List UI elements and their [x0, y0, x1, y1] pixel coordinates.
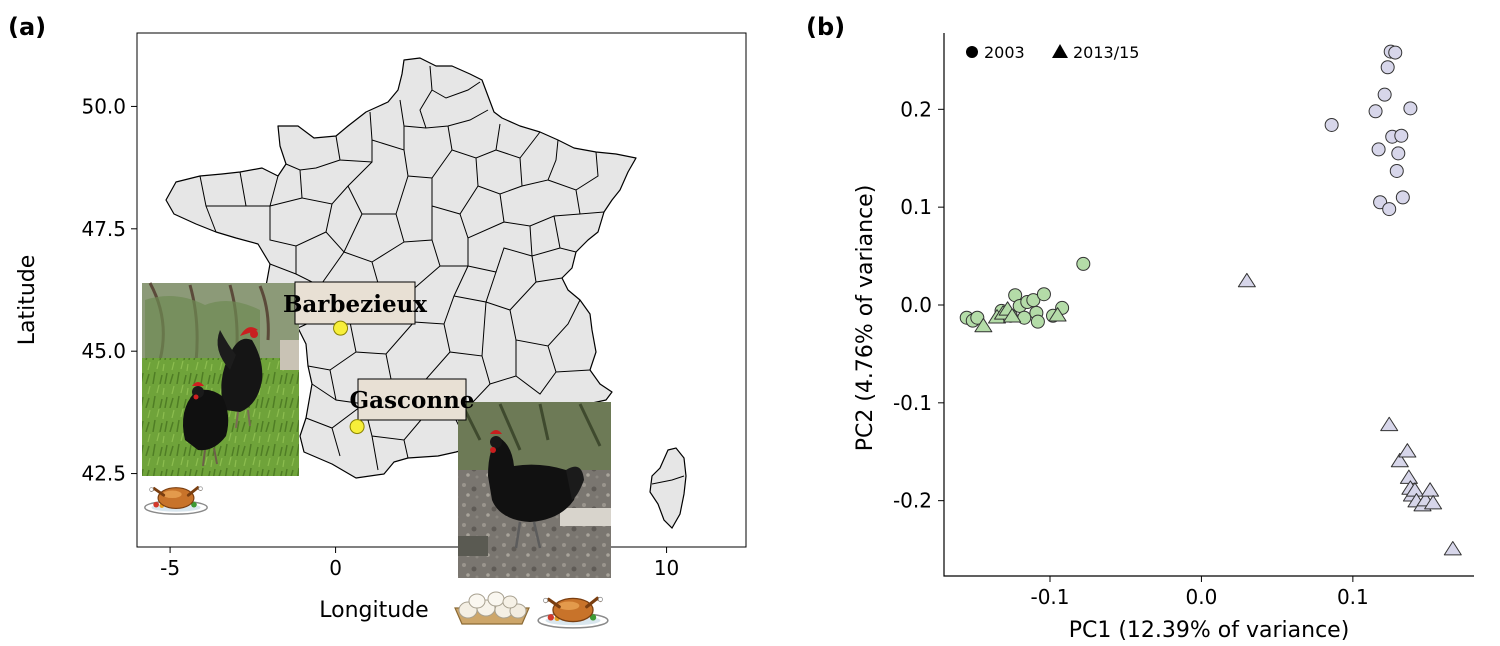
pca-y-tick-label: -0.2	[893, 489, 932, 513]
map-x-tick-label: -5	[160, 556, 180, 580]
pca-point-triangle	[974, 317, 993, 333]
corsica-border	[651, 475, 685, 485]
pca-x-tick-label: -0.1	[1030, 585, 1069, 609]
pca-y-tick-label: 0.1	[900, 195, 932, 219]
pca-point-triangle	[1380, 416, 1399, 432]
panel-a-label: (a)	[8, 13, 46, 41]
map-axes: -5051042.545.047.550.0	[81, 94, 679, 580]
pca-point-circle	[1388, 45, 1403, 60]
panel-b: (b) -0.1 0.0 0.1 -0.2 -0.1 0.0 0.1 0.2 2003 201…	[806, 13, 1474, 643]
pca-y-tick-label: 0.2	[900, 97, 932, 121]
pca-point-circle	[1395, 190, 1410, 205]
france-mainland-outline	[165, 57, 637, 479]
barbezieux-label: Barbezieux	[283, 291, 427, 318]
pca-point-circle	[1380, 60, 1395, 75]
pca-x-axis-label: PC1 (12.39% of variance)	[1069, 618, 1350, 643]
pca-point-circle	[1394, 128, 1409, 143]
pca-y-tick-label: 0.0	[900, 293, 932, 317]
pca-point-triangle	[1237, 272, 1256, 288]
pca-point-circle	[1391, 146, 1406, 161]
legend-triangle-marker	[1052, 44, 1068, 58]
site-markers	[333, 320, 365, 435]
pca-point-triangle	[1398, 443, 1417, 458]
pca-point-circle	[1389, 163, 1404, 178]
pca-x-tick-label: 0.1	[1337, 585, 1369, 609]
pca-point-triangle	[1421, 482, 1440, 497]
pca-x-tick-label: 0.0	[1186, 585, 1218, 609]
gasconne-label: Gasconne	[350, 387, 475, 414]
map-x-axis-label: Longitude	[319, 598, 428, 623]
map-y-axis-label: Latitude	[15, 255, 40, 346]
pca-point-circle	[1324, 117, 1339, 132]
gasconne-chicken-photo	[458, 402, 611, 578]
corsica-outline	[649, 447, 687, 529]
barbezieux-chicken-photo	[142, 282, 299, 476]
pca-point-circle	[1030, 314, 1045, 329]
map-y-tick-label: 45.0	[81, 339, 126, 363]
legend-label-2003: 2003	[984, 43, 1025, 62]
map-y-tick-label: 47.5	[81, 217, 126, 241]
map-y-tick-label: 42.5	[81, 462, 126, 486]
pca-point-circle	[1377, 87, 1392, 102]
map-x-tick-label: 10	[654, 556, 679, 580]
pca-point-circle	[1076, 256, 1091, 271]
pca-legend: 2003 2013/15	[966, 43, 1139, 62]
pca-point-circle	[970, 310, 985, 325]
site-marker-barbezieux	[333, 320, 349, 336]
pca-point-circle	[1382, 202, 1397, 217]
legend-circle-marker	[966, 46, 978, 58]
legend-label-2013-15: 2013/15	[1073, 43, 1139, 62]
pca-y-axis-label: PC2 (4.76% of variance)	[853, 185, 878, 452]
pca-point-triangle	[1048, 307, 1067, 322]
pca-point-triangle	[1390, 452, 1409, 468]
pca-point-circle	[1368, 104, 1383, 119]
pca-point-triangle	[1443, 541, 1462, 556]
pca-point-circle	[1036, 287, 1051, 302]
egg-tray-icon	[454, 591, 530, 625]
panel-b-label: (b)	[806, 13, 845, 41]
pca-point-triangle	[1424, 495, 1443, 510]
pca-point-triangle	[1399, 469, 1418, 484]
pca-point-circle	[1371, 142, 1386, 157]
gasconne-label-box: Gasconne	[350, 378, 475, 421]
roast-chicken-icon	[536, 595, 610, 630]
map-x-tick-label: 0	[329, 556, 342, 580]
pca-point-triangle	[1003, 308, 1022, 323]
pca-y-tick-label: -0.1	[893, 391, 932, 415]
panel-a: (a)	[8, 13, 747, 630]
pca-axes-spines	[943, 33, 1474, 577]
pca-points	[959, 44, 1462, 556]
site-marker-gasconne	[349, 419, 365, 435]
pca-point-circle	[1403, 101, 1418, 116]
map-y-tick-label: 50.0	[81, 94, 126, 118]
pca-axes: -0.1 0.0 0.1 -0.2 -0.1 0.0 0.1 0.2	[893, 97, 1369, 609]
barbezieux-label-box: Barbezieux	[283, 281, 427, 325]
